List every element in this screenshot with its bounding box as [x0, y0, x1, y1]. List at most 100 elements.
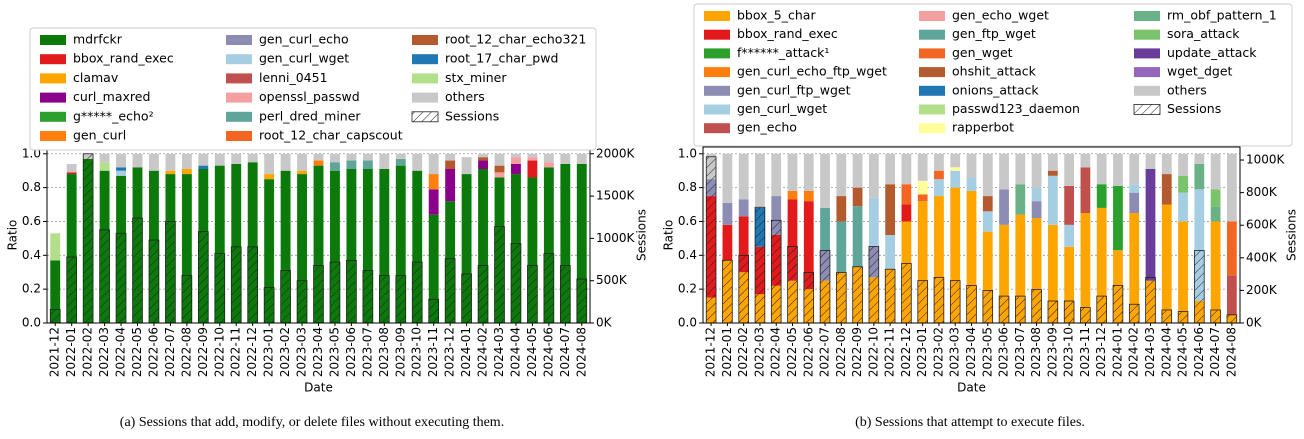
bar-segment — [966, 153, 977, 178]
bar-segment — [1145, 169, 1156, 281]
bar-segment — [445, 160, 456, 169]
bar-segment — [231, 163, 242, 323]
bar-segment — [1064, 224, 1075, 247]
legend-label: gen_echo_wget — [952, 8, 1049, 23]
legend-label: gen_curl_echo_ftp_wget — [737, 64, 887, 79]
session-bar — [966, 285, 977, 324]
bar-segment — [950, 187, 961, 323]
x-tick-label: 2023-10 — [410, 327, 424, 377]
bar-segment — [901, 204, 912, 222]
bar-segment — [165, 170, 176, 175]
x-tick-label: 2023-11 — [426, 327, 440, 377]
legend-label: Sessions — [445, 108, 499, 123]
legend-label: gen_curl_wget — [737, 101, 827, 116]
legend-label: sora_attack — [1167, 26, 1240, 41]
bar-segment — [803, 201, 814, 290]
bar-segment — [1096, 207, 1107, 323]
bar-segment — [885, 235, 896, 269]
bar-segment — [1194, 153, 1205, 164]
bar-segment — [511, 157, 521, 164]
legend-swatch — [226, 35, 252, 45]
x-tick-label: 2024-02 — [476, 327, 490, 377]
session-bar — [933, 276, 945, 324]
bar-segment — [313, 160, 324, 166]
bar-segment — [966, 191, 977, 323]
x-tick-label: 2022-08 — [179, 327, 193, 377]
bar-segment — [543, 162, 554, 168]
bar-segment — [330, 170, 340, 323]
bar-segment — [231, 153, 242, 164]
bar-segment — [362, 153, 373, 161]
bar-segment — [999, 189, 1009, 225]
x-tick-label: 2023-07 — [1013, 327, 1027, 377]
x-tick-label: 2022-11 — [229, 327, 243, 377]
session-bar — [461, 273, 472, 324]
legend-label: g*****_echo² — [73, 108, 154, 123]
bar-segment — [1194, 189, 1205, 301]
legend-swatch — [919, 67, 945, 78]
bar-segment — [395, 165, 406, 323]
x-tick-label: 2022-06 — [146, 327, 160, 377]
bar-segment — [478, 157, 488, 161]
session-bar — [1047, 300, 1059, 324]
session-bar — [148, 239, 160, 324]
bar-segment — [1226, 153, 1237, 222]
session-bar — [165, 221, 176, 324]
y-tick-label: 0.4 — [22, 248, 41, 262]
bar-segment — [1129, 192, 1140, 213]
y2-tick-label: 400K — [1246, 250, 1278, 264]
bar-segment — [214, 165, 225, 323]
session-bar — [197, 231, 209, 324]
bar-segment — [527, 157, 538, 161]
session-bar — [66, 256, 78, 324]
x-tick-label: 2024-01 — [1110, 327, 1124, 377]
bar-segment — [511, 163, 521, 175]
bar-segment — [950, 167, 961, 171]
x-tick-label: 2022-10 — [866, 327, 880, 377]
session-bar — [868, 246, 880, 324]
x-tick-label: 2023-09 — [393, 327, 407, 377]
session-bar — [949, 280, 961, 324]
legend-swatch — [1134, 11, 1160, 21]
session-bar — [527, 265, 538, 324]
bar-segment — [934, 153, 944, 171]
legend-swatch — [919, 11, 945, 21]
legend-swatch — [704, 85, 730, 96]
legend: bbox_5_char bbox_rand_exec f******_attack¹… — [693, 3, 1293, 147]
bar-segment — [99, 153, 110, 163]
x-tick-label: 2023-12 — [1094, 327, 1108, 377]
bar-segment — [982, 196, 993, 212]
bar-segment — [66, 172, 77, 175]
legend-swatch — [1134, 48, 1160, 59]
y-tick-label: 0.8 — [678, 180, 697, 194]
bar-segment — [297, 170, 307, 175]
legend-label: others — [1167, 82, 1207, 97]
caption: (a) Sessions that add, modify, or delete… — [120, 415, 504, 430]
session-bar — [1145, 276, 1156, 324]
y2-tick-label: 1000K — [596, 231, 636, 245]
session-bar — [313, 265, 324, 324]
x-tick-label: 2023-01 — [262, 327, 276, 377]
bar-segment — [395, 158, 406, 166]
bar-segment — [820, 153, 830, 208]
bar-segment — [1015, 153, 1026, 185]
bar-segment — [1096, 184, 1107, 208]
session-bar — [705, 156, 717, 324]
bar-segment — [820, 207, 830, 251]
x-tick-label: 2022-04 — [114, 327, 128, 377]
bar-segment — [1178, 153, 1188, 176]
bar-segment — [1210, 206, 1221, 222]
bar-segment — [1031, 153, 1042, 188]
bar-segment — [181, 169, 192, 175]
x-tick-label: 2022-12 — [245, 327, 259, 377]
legend-swatch — [704, 123, 730, 134]
legend-label: clamav — [73, 70, 119, 85]
x-tick-label: 2022-01 — [720, 327, 734, 377]
session-bar — [263, 287, 275, 324]
legend-swatch — [40, 73, 66, 84]
x-tick-label: 2022-08 — [834, 327, 848, 377]
y-tick-label: 0.4 — [678, 248, 697, 262]
bar-segment — [1047, 153, 1058, 171]
session-bar — [99, 229, 110, 324]
bar-segment — [803, 153, 814, 191]
